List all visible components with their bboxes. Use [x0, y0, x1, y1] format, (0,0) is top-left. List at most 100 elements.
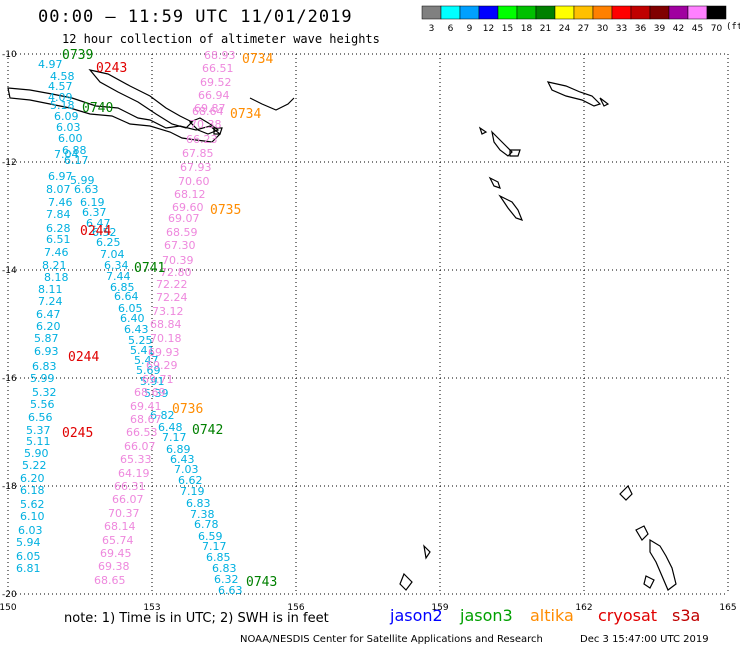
- wave-height-reading: 70.60: [178, 175, 210, 188]
- legend-swatch: [687, 5, 708, 20]
- legend-label: 6: [448, 24, 454, 34]
- wave-height-reading: 7.19: [180, 485, 205, 498]
- satellite-name: jason3: [460, 606, 513, 625]
- legend-swatch: [440, 5, 461, 20]
- wave-height-reading: 4.58: [50, 70, 75, 83]
- wave-height-reading: 6.83: [186, 497, 211, 510]
- wave-height-reading: 6.85: [110, 281, 135, 294]
- legend-label: 9: [467, 24, 473, 34]
- wave-height-reading: 68.69: [134, 386, 166, 399]
- wave-height-reading: 6.63: [218, 584, 243, 597]
- legend-label: 45: [692, 24, 703, 34]
- wave-height-reading: 70.37: [108, 507, 140, 520]
- wave-height-reading: 6.63: [74, 183, 99, 196]
- wave-height-reading: 5.37: [26, 424, 51, 437]
- coastlines: [7, 69, 677, 591]
- wave-height-reading: 72.80: [160, 266, 192, 279]
- wave-height-reading: 69.71: [142, 373, 174, 386]
- footer-date: Dec 3 15:47:00 UTC 2019: [580, 634, 709, 645]
- wave-height-reading: 69.45: [100, 547, 132, 560]
- legend-swatch: [535, 5, 556, 20]
- wave-height-reading: 7.46: [48, 196, 73, 209]
- wave-height-reading: 7.04: [100, 248, 125, 261]
- satellite-name: s3a: [672, 606, 701, 625]
- legend-swatch: [573, 5, 594, 20]
- wave-height-reading: 6.97: [48, 170, 73, 183]
- wave-height-reading: 68.59: [166, 226, 198, 239]
- legend-swatch: [706, 5, 727, 20]
- wave-height-reading: 70.18: [150, 332, 182, 345]
- latitude-tick-label: -14: [2, 266, 17, 276]
- wave-height-reading: 68.84: [150, 318, 182, 331]
- wave-height-reading: 6.47: [86, 217, 111, 230]
- wave-height-reading: 68.67: [130, 413, 162, 426]
- wave-height-reading: 70.38: [190, 118, 222, 131]
- pass-time-label: 0734: [242, 52, 273, 67]
- wave-height-reading: 65.74: [102, 534, 134, 547]
- wave-height-reading: 7.04: [54, 148, 79, 161]
- wave-height-reading: 73.12: [152, 305, 184, 318]
- wave-height-reading: 7.44: [106, 270, 131, 283]
- pass-time-label: 0734: [230, 107, 261, 122]
- lat-lon-grid: [7, 53, 729, 595]
- wave-height-reading: 66.07: [112, 493, 144, 506]
- wave-height-reading: 65.33: [120, 453, 152, 466]
- wave-height-reading: 5.94: [16, 536, 41, 549]
- wave-height-reading: 6.52: [92, 226, 117, 239]
- wave-height-reading: 6.20: [20, 472, 45, 485]
- longitude-tick-label: 162: [575, 603, 592, 613]
- wave-height-reading: 6.56: [28, 411, 53, 424]
- wave-height-reading: 6.83: [212, 562, 237, 575]
- wave-height-reading: 67.93: [180, 161, 212, 174]
- wave-height-reading: 5.11: [26, 435, 51, 448]
- pass-time-label: 0244: [80, 224, 111, 239]
- legend-swatch: [630, 5, 651, 20]
- wave-height-reading: 69.38: [98, 560, 130, 573]
- map-title: 00:00 – 11:59 UTC 11/01/2019: [38, 7, 353, 27]
- legend-label: 15: [502, 24, 513, 34]
- legend-label: 27: [578, 24, 589, 34]
- wave-height-reading: 5.69: [136, 364, 161, 377]
- latitude-tick-label: -10: [2, 50, 17, 60]
- wave-height-reading: 66.07: [124, 440, 156, 453]
- wave-height-reading: 6.59: [198, 530, 223, 543]
- wave-height-reading: 6.18: [20, 484, 45, 497]
- wave-height-reading: 8.07: [46, 183, 71, 196]
- wave-height-reading: 5.62: [20, 498, 45, 511]
- wave-height-reading: 6.05: [118, 302, 143, 315]
- wave-height-reading: 6.82: [150, 409, 175, 422]
- legend-swatch: [649, 5, 670, 20]
- wave-height-reading: 68.65: [94, 574, 126, 587]
- wave-height-reading: 6.85: [206, 551, 231, 564]
- wave-height-reading: 72.22: [156, 278, 188, 291]
- legend-label: 42: [673, 24, 684, 34]
- wave-height-reading: 66.94: [198, 89, 230, 102]
- legend-label: 33: [616, 24, 627, 34]
- wave-height-reading: 7.17: [202, 540, 227, 553]
- longitude-tick-label: 150: [0, 603, 17, 613]
- wave-height-reading: 6.09: [54, 110, 79, 123]
- pass-time-label: 0245: [62, 426, 93, 441]
- legend-swatch: [554, 5, 575, 20]
- wave-height-reading: 69.60: [172, 201, 204, 214]
- wave-height-reading: 8.18: [44, 271, 69, 284]
- wave-height-reading: 68.64: [192, 105, 224, 118]
- wave-height-reading: 6.78: [194, 518, 219, 531]
- pass-time-label: 0743: [246, 575, 277, 590]
- wave-height-reading: 6.28: [46, 222, 71, 235]
- wave-height-reading: 7.38: [190, 508, 215, 521]
- wave-height-reading: 4.57: [48, 80, 73, 93]
- pass-time-label: 0735: [210, 203, 241, 218]
- wave-height-reading: 67.30: [164, 239, 196, 252]
- pass-time-label: 0742: [192, 423, 223, 438]
- wave-height-reading: 5.25: [128, 334, 153, 347]
- wave-height-reading: 6.43: [170, 453, 195, 466]
- legend-swatch: [478, 5, 499, 20]
- wave-height-reading: 6.89: [166, 443, 191, 456]
- longitude-tick-label: 156: [287, 603, 304, 613]
- pass-time-label: 0244: [68, 350, 99, 365]
- wave-height-reading: 8.21: [42, 259, 67, 272]
- color-legend: 3 6 9 12 15 18 21 24 27 30 33 36 39 42 45 70: [421, 5, 727, 34]
- latitude-tick-label: -16: [2, 374, 17, 384]
